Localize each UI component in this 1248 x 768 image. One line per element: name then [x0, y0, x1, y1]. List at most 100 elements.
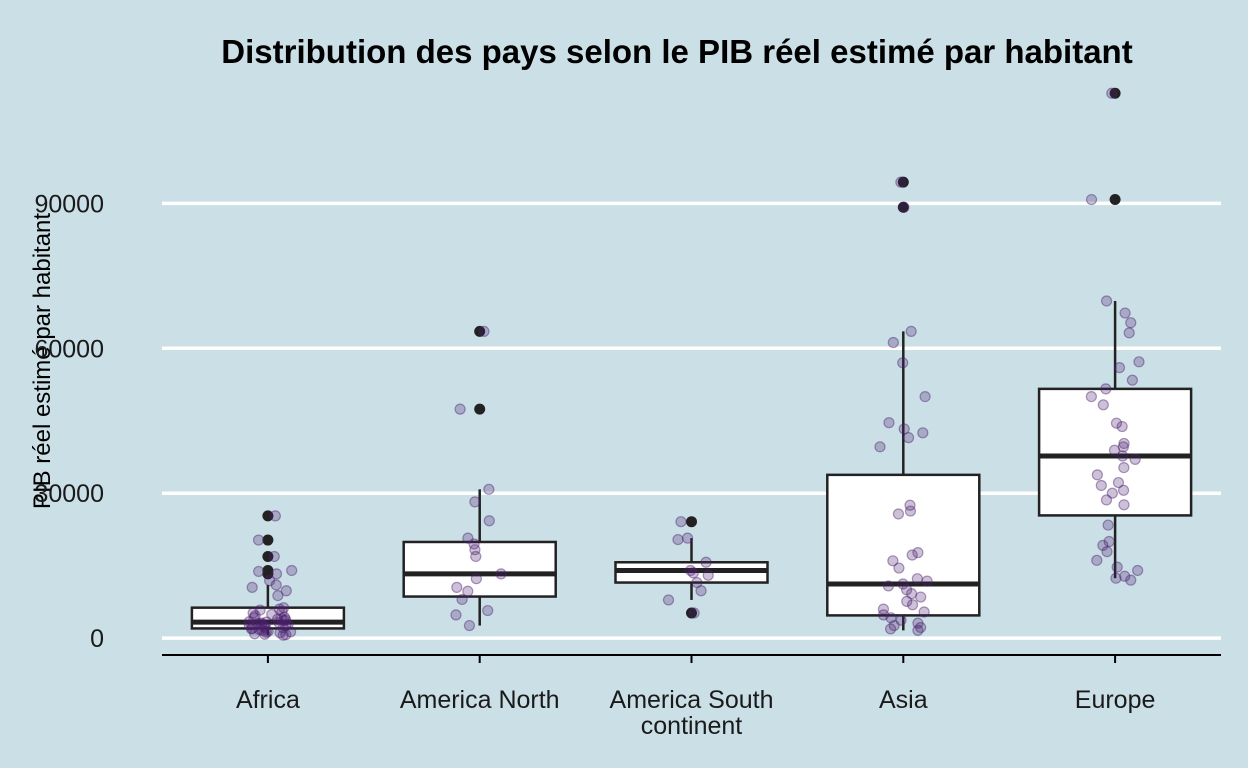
data-point — [898, 201, 910, 213]
data-point — [277, 622, 289, 634]
data-point — [1117, 484, 1130, 496]
data-point — [278, 602, 290, 614]
box — [826, 473, 981, 617]
data-point — [1133, 356, 1145, 368]
data-point — [1118, 499, 1130, 511]
data-point — [1126, 374, 1138, 386]
data-point — [483, 483, 495, 495]
data-point — [882, 580, 895, 592]
x-tick-label: Europe — [1075, 686, 1156, 714]
data-point — [1102, 519, 1114, 531]
data-point — [915, 621, 927, 634]
data-point — [273, 617, 285, 629]
data-point — [270, 579, 282, 591]
x-tick-label: continent — [641, 712, 743, 740]
data-point — [1129, 453, 1141, 465]
outlier-point — [686, 516, 697, 528]
outlier-point — [897, 201, 909, 213]
data-point — [462, 532, 474, 544]
outlier-point — [1109, 194, 1121, 206]
x-tick-label: Asia — [879, 686, 928, 714]
data-point — [260, 616, 273, 628]
data-point — [269, 510, 281, 522]
data-point — [688, 607, 700, 619]
data-point — [684, 564, 697, 577]
data-point — [672, 533, 684, 546]
data-point — [470, 550, 482, 563]
y-axis-label: PIB réel estimé par habitant — [29, 213, 56, 509]
data-point — [273, 603, 285, 615]
data-point — [877, 603, 890, 615]
data-point — [1100, 494, 1113, 506]
data-point — [906, 549, 918, 561]
data-point — [1101, 546, 1113, 558]
boxplots — [190, 87, 1193, 641]
data-point — [280, 585, 292, 597]
data-point — [898, 423, 910, 435]
data-point — [695, 585, 707, 597]
boxplot-america-north — [402, 325, 557, 632]
data-point — [1085, 391, 1097, 403]
data-point — [1112, 476, 1125, 489]
data-point — [1091, 469, 1103, 481]
outlier-point — [262, 550, 274, 562]
data-point — [1095, 479, 1107, 492]
data-point — [462, 585, 474, 597]
data-point — [1111, 561, 1123, 573]
data-point — [280, 614, 292, 626]
data-point — [895, 614, 907, 626]
data-point — [892, 508, 905, 520]
boxplot-america-south-continent — [614, 516, 769, 619]
data-point — [256, 624, 268, 636]
data-point — [249, 610, 261, 622]
data-point — [482, 604, 494, 617]
data-point — [702, 569, 714, 581]
data-point — [253, 565, 265, 578]
y-tick-label: 90000 — [34, 190, 104, 218]
data-point — [246, 622, 258, 635]
data-point — [1097, 539, 1109, 551]
data-point — [1123, 327, 1135, 339]
data-point — [1119, 307, 1131, 319]
data-point — [675, 516, 687, 528]
outlier-point — [474, 325, 486, 337]
data-point — [1108, 444, 1121, 456]
data-point — [877, 609, 890, 621]
data-point — [1106, 487, 1118, 499]
data-point — [1085, 193, 1098, 206]
data-point — [912, 617, 924, 629]
data-point — [264, 575, 276, 587]
outlier-point — [262, 510, 274, 522]
data-point — [456, 593, 468, 606]
data-point — [277, 629, 289, 641]
data-point — [906, 599, 919, 611]
data-point — [887, 555, 899, 567]
y-tick-label: 30000 — [34, 480, 104, 508]
data-point — [1091, 554, 1103, 566]
data-point — [1113, 362, 1126, 374]
data-point — [905, 325, 917, 337]
data-point — [280, 619, 292, 632]
data-point — [276, 613, 288, 625]
data-point — [1106, 87, 1118, 99]
data-point — [897, 578, 909, 590]
data-point — [468, 538, 480, 550]
data-point — [249, 628, 261, 640]
data-point — [252, 534, 265, 546]
data-point — [895, 176, 907, 188]
data-point — [915, 591, 927, 603]
outlier-point — [1109, 87, 1121, 99]
data-point — [282, 618, 294, 631]
data-point — [251, 618, 263, 630]
data-point — [691, 576, 703, 589]
data-point — [454, 403, 466, 415]
data-point — [874, 441, 886, 453]
data-point — [259, 628, 271, 640]
data-point — [1110, 417, 1123, 429]
x-axis-ticks: Africa America North America Southcontinen… — [236, 655, 1155, 740]
data-point — [469, 544, 481, 556]
data-point — [883, 417, 895, 429]
box — [1037, 387, 1193, 517]
